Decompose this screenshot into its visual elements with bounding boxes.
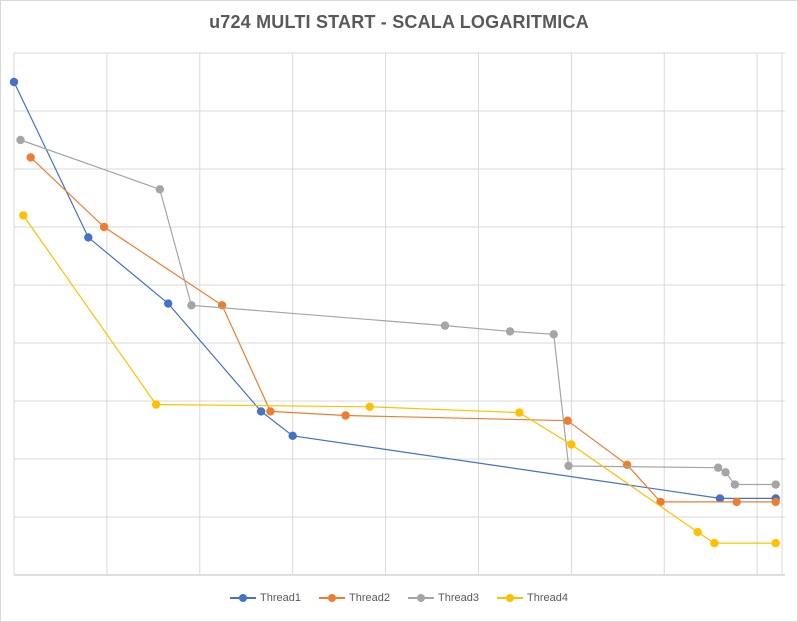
data-point-thread1 — [164, 299, 173, 308]
series-line-thread1 — [13, 81, 776, 499]
data-point-thread3 — [187, 301, 196, 310]
data-point-thread3 — [721, 468, 730, 477]
legend-swatch — [496, 593, 523, 603]
data-point-thread1 — [256, 407, 266, 416]
series-thread2 — [26, 153, 780, 507]
legend-label: Thread2 — [349, 592, 390, 604]
series-line-thread2 — [30, 156, 776, 503]
data-point-thread4 — [19, 211, 28, 220]
data-point-thread4 — [693, 527, 702, 537]
data-point-thread2 — [341, 411, 350, 420]
data-point-thread2 — [771, 497, 780, 507]
data-point-thread1 — [715, 494, 725, 503]
data-point-thread2 — [26, 153, 35, 162]
data-point-thread3 — [564, 461, 573, 471]
data-point-thread4 — [151, 400, 161, 409]
chart-title: u724 MULTI START - SCALA LOGARITMICA — [209, 12, 589, 32]
data-point-thread4 — [710, 538, 719, 548]
legend-swatch — [230, 593, 257, 603]
series-thread4 — [19, 211, 780, 548]
series-line-thread3 — [20, 139, 776, 486]
data-point-thread2 — [563, 416, 572, 425]
data-point-thread1 — [84, 233, 93, 242]
data-point-thread4 — [515, 408, 524, 417]
data-point-thread2 — [99, 222, 109, 232]
data-point-thread3 — [730, 480, 740, 489]
legend-swatch — [408, 593, 434, 603]
series-layer — [9, 77, 780, 548]
legend-label: Thread1 — [260, 592, 302, 604]
data-point-thread1 — [288, 431, 297, 440]
legend-label: Thread3 — [438, 592, 479, 604]
gridlines — [13, 52, 785, 576]
legend: Thread1 Thread2 Thread3 Thread4 — [0, 592, 798, 604]
legend-label: Thread4 — [526, 592, 568, 604]
data-point-thread3 — [713, 463, 723, 472]
data-point-thread3 — [505, 327, 515, 336]
data-point-thread2 — [622, 460, 632, 469]
data-point-thread3 — [16, 135, 25, 145]
data-point-thread1 — [9, 77, 19, 87]
legend-item-thread2: Thread2 — [319, 592, 390, 604]
legend-item-thread3: Thread3 — [408, 592, 479, 604]
data-point-thread2 — [266, 407, 275, 416]
data-point-thread3 — [155, 185, 165, 194]
data-point-thread4 — [771, 538, 780, 548]
data-point-thread3 — [771, 480, 780, 489]
series-thread1 — [9, 77, 780, 503]
data-point-thread2 — [732, 497, 741, 507]
series-thread3 — [16, 135, 780, 489]
series-line-thread4 — [22, 215, 776, 544]
data-point-thread2 — [656, 497, 665, 507]
legend-item-thread1: Thread1 — [230, 592, 301, 604]
data-point-thread4 — [365, 402, 374, 411]
data-point-thread3 — [440, 321, 450, 330]
data-point-thread4 — [567, 440, 576, 449]
legend-swatch — [319, 593, 346, 603]
legend-item-thread4: Thread4 — [496, 592, 568, 604]
data-point-thread3 — [549, 330, 558, 339]
